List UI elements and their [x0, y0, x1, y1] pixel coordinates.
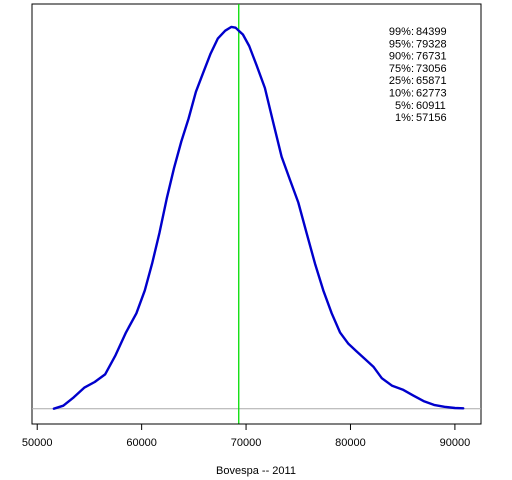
quantile-label: 25%:: [389, 75, 414, 87]
x-tick-label: 90000: [440, 437, 471, 449]
x-axis: 50000 60000 70000 80000 90000: [22, 423, 471, 449]
x-tick-label: 80000: [335, 437, 366, 449]
x-tick-label: 70000: [231, 437, 262, 449]
quantile-label: 5%:: [395, 100, 414, 112]
quantile-value: 65871: [416, 75, 447, 87]
quantile-value: 57156: [416, 112, 447, 124]
x-tick-label: 60000: [126, 437, 157, 449]
quantile-value: 60911: [416, 100, 446, 112]
quantile-label: 95%:: [389, 38, 414, 50]
quantile-value: 73056: [416, 63, 447, 75]
quantile-label: 10%:: [389, 88, 414, 100]
quantile-value: 79328: [416, 38, 447, 50]
x-axis-label: Bovespa -- 2011: [216, 465, 296, 477]
quantile-value: 62773: [416, 88, 447, 100]
quantile-value: 76731: [416, 51, 447, 63]
quantile-value: 84399: [416, 26, 447, 38]
density-curve: [52, 25, 465, 410]
quantile-label: 1%:: [395, 112, 414, 124]
quantile-label: 90%:: [389, 51, 414, 63]
x-tick-label: 50000: [22, 437, 53, 449]
quantile-label: 99%:: [389, 26, 414, 38]
quantile-label: 75%:: [389, 63, 414, 75]
